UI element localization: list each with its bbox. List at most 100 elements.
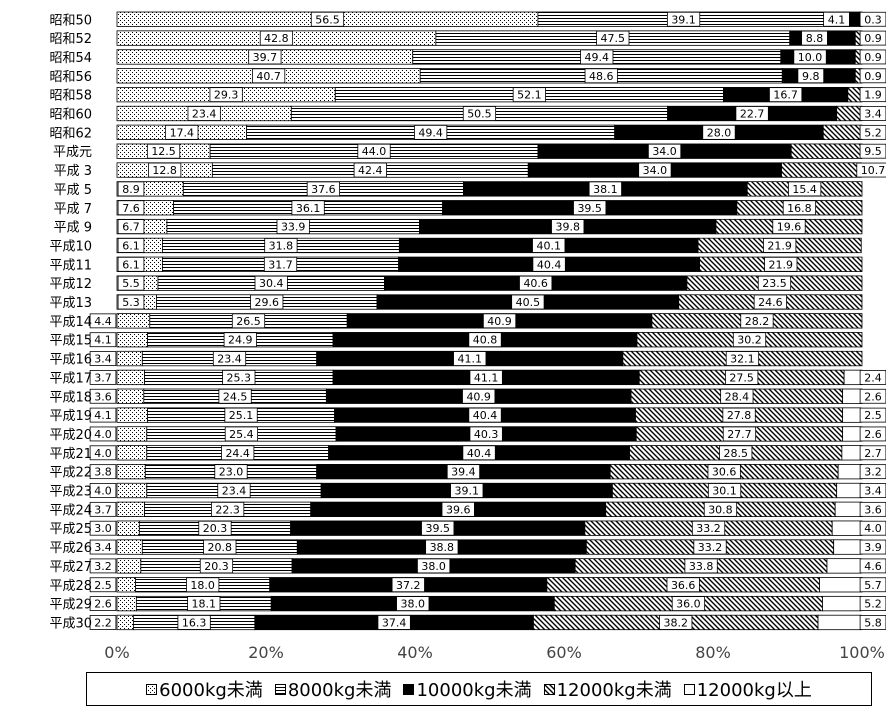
value-label-text: 4.4 xyxy=(94,315,112,328)
value-label: 4.1 xyxy=(89,332,117,348)
value-label-box xyxy=(217,483,251,498)
category-label: 平成27 xyxy=(49,560,92,575)
value-label-text: 21.9 xyxy=(767,239,792,252)
value-label-text: 40.9 xyxy=(466,390,491,403)
value-label: 44.0 xyxy=(357,143,391,159)
bar-segment-6000kg未満 xyxy=(116,558,142,574)
value-label: 23.4 xyxy=(217,483,251,498)
category-label: 平成11 xyxy=(49,258,92,273)
value-label-box xyxy=(693,539,727,555)
value-label: 15.4 xyxy=(788,181,822,197)
value-label: 37.2 xyxy=(391,577,425,593)
value-label-box xyxy=(753,294,787,310)
value-label-text: 25.3 xyxy=(227,371,252,384)
value-label-box xyxy=(647,143,682,159)
value-label: 48.6 xyxy=(584,68,618,84)
value-label-text: 23.0 xyxy=(219,466,244,479)
bar-segment-12000kg未満 xyxy=(822,124,863,140)
value-label-box xyxy=(306,181,340,197)
value-label-text: 41.1 xyxy=(474,371,499,384)
value-label-text: 12.8 xyxy=(152,164,177,177)
value-label-text: 9.5 xyxy=(864,145,882,158)
value-label: 23.0 xyxy=(214,464,248,480)
value-label-box xyxy=(377,615,411,630)
value-label-text: 3.7 xyxy=(94,371,112,384)
value-label: 18.0 xyxy=(186,577,220,593)
value-label: 0.9 xyxy=(859,68,886,84)
value-label: 4.1 xyxy=(823,11,850,27)
value-label-text: 24.9 xyxy=(228,334,253,347)
value-label: 3.4 xyxy=(89,539,117,555)
value-label-box xyxy=(469,369,503,385)
value-label-text: 12.5 xyxy=(151,145,176,158)
value-label-box xyxy=(453,351,487,366)
value-label-text: 3.6 xyxy=(94,390,112,403)
bar-segment-6000kg未満 xyxy=(116,539,143,555)
value-label-text: 40.4 xyxy=(467,447,492,460)
value-label-text: 3.7 xyxy=(94,503,112,516)
value-label: 28.2 xyxy=(740,313,774,329)
value-label-box xyxy=(117,256,145,272)
value-label-text: 0.9 xyxy=(864,32,882,45)
value-label: 33.2 xyxy=(691,520,726,536)
bar-segment-6000kg未満 xyxy=(116,482,148,499)
value-label-text: 39.1 xyxy=(455,485,480,498)
value-label-text: 2.7 xyxy=(864,447,882,460)
value-label-text: 38.8 xyxy=(430,541,455,554)
value-label: 4.6 xyxy=(859,558,886,574)
value-label-text: 28.0 xyxy=(707,126,732,139)
bar-segment-12000kg未満 xyxy=(836,105,863,122)
value-label-text: 2.6 xyxy=(864,390,882,403)
value-label-box xyxy=(684,558,718,574)
value-label-box xyxy=(823,11,850,27)
value-label: 4.0 xyxy=(859,520,886,536)
bar-segment-12000kg未満 xyxy=(790,143,863,159)
value-label-box xyxy=(224,426,259,442)
value-label-box xyxy=(740,313,774,329)
value-label-text: 49.4 xyxy=(418,126,443,139)
value-label-box xyxy=(89,351,117,366)
value-label: 40.9 xyxy=(462,388,496,404)
value-label-box xyxy=(117,294,145,310)
value-label: 40.4 xyxy=(468,407,502,423)
value-label-box xyxy=(707,464,741,480)
value-label: 4.0 xyxy=(89,483,117,498)
value-label: 4.1 xyxy=(89,407,117,423)
value-label-text: 31.8 xyxy=(269,239,294,252)
value-label: 42.4 xyxy=(353,162,387,178)
value-label-box xyxy=(519,275,553,291)
value-label: 34.0 xyxy=(638,162,672,178)
value-label-text: 15.4 xyxy=(792,183,817,196)
bar-segment-12000kg以上 xyxy=(836,482,863,499)
value-label-text: 3.4 xyxy=(94,541,112,554)
category-label: 平成 7 xyxy=(54,202,92,217)
value-label: 36.1 xyxy=(291,200,325,216)
category-label: 平成21 xyxy=(49,447,92,462)
value-label: 19.6 xyxy=(772,219,806,235)
value-label-box xyxy=(89,313,117,329)
category-label: 平成16 xyxy=(49,353,92,368)
value-label-box xyxy=(469,426,503,442)
value-label: 40.5 xyxy=(511,294,545,310)
value-label-box xyxy=(764,256,798,272)
value-label-box xyxy=(222,369,256,385)
legend-item-10000: 10000kg未満 xyxy=(403,676,532,702)
value-label: 39.4 xyxy=(446,464,481,480)
value-label-text: 4.0 xyxy=(864,522,882,535)
category-label: 昭和60 xyxy=(49,108,92,123)
value-label-text: 20.3 xyxy=(203,522,228,535)
value-label-box xyxy=(89,577,117,593)
bar-segment-12000kg以上 xyxy=(842,426,863,442)
value-label-text: 33.2 xyxy=(696,522,721,535)
value-label-box xyxy=(512,87,546,103)
value-label-box xyxy=(551,219,585,235)
value-label-text: 5.7 xyxy=(864,579,882,592)
value-label-text: 2.6 xyxy=(94,598,112,611)
value-label-box xyxy=(468,332,502,348)
value-label-box xyxy=(391,577,425,593)
bar-segment-12000kg以上 xyxy=(842,407,862,423)
value-label-box xyxy=(691,520,726,536)
value-label-box xyxy=(187,106,221,121)
value-label: 24.9 xyxy=(223,332,257,348)
value-label-text: 0.3 xyxy=(864,13,882,26)
